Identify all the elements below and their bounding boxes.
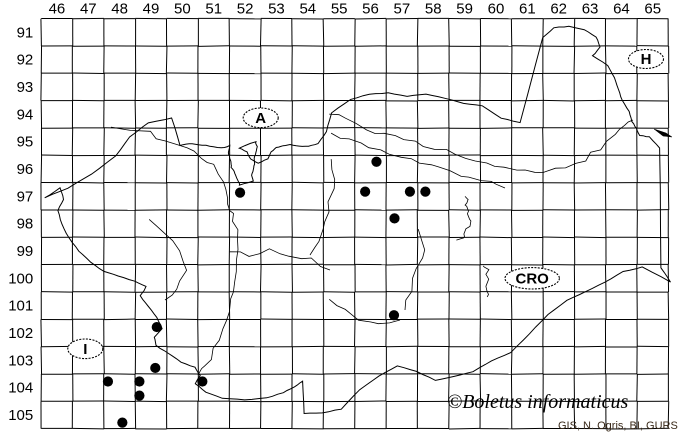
- svg-text:53: 53: [268, 1, 285, 18]
- svg-text:95: 95: [17, 134, 34, 151]
- svg-text:I: I: [83, 341, 87, 358]
- svg-text:101: 101: [8, 298, 33, 315]
- svg-text:51: 51: [205, 1, 222, 18]
- svg-text:©Boletus informaticus: ©Boletus informaticus: [447, 391, 629, 413]
- svg-text:59: 59: [456, 1, 473, 18]
- svg-text:47: 47: [80, 1, 97, 18]
- svg-text:102: 102: [8, 325, 33, 342]
- svg-text:94: 94: [17, 106, 34, 123]
- svg-text:55: 55: [331, 1, 348, 18]
- svg-text:103: 103: [8, 352, 33, 369]
- svg-text:48: 48: [111, 1, 128, 18]
- svg-text:A: A: [255, 110, 266, 127]
- svg-text:58: 58: [425, 1, 442, 18]
- svg-text:54: 54: [299, 1, 316, 18]
- svg-text:97: 97: [17, 188, 34, 205]
- svg-text:99: 99: [17, 243, 34, 260]
- svg-text:61: 61: [519, 1, 536, 18]
- svg-text:60: 60: [488, 1, 505, 18]
- svg-text:65: 65: [644, 1, 661, 18]
- svg-text:64: 64: [613, 1, 630, 18]
- svg-text:62: 62: [550, 1, 567, 18]
- svg-text:50: 50: [174, 1, 191, 18]
- svg-text:104: 104: [8, 380, 33, 397]
- svg-text:100: 100: [8, 270, 33, 287]
- svg-text:63: 63: [582, 1, 599, 18]
- svg-text:H: H: [641, 51, 652, 68]
- svg-text:52: 52: [237, 1, 254, 18]
- svg-text:105: 105: [8, 407, 33, 424]
- svg-text:56: 56: [362, 1, 379, 18]
- svg-text:91: 91: [17, 24, 34, 41]
- svg-text:92: 92: [17, 52, 34, 69]
- svg-text:46: 46: [49, 1, 66, 18]
- svg-text:98: 98: [17, 216, 34, 233]
- svg-text:GIS, N. Ogris, BI, GURS: GIS, N. Ogris, BI, GURS: [558, 420, 678, 432]
- svg-text:57: 57: [394, 1, 411, 18]
- svg-text:96: 96: [17, 161, 34, 178]
- svg-text:CRO: CRO: [516, 270, 550, 287]
- svg-text:49: 49: [143, 1, 160, 18]
- svg-text:93: 93: [17, 79, 34, 96]
